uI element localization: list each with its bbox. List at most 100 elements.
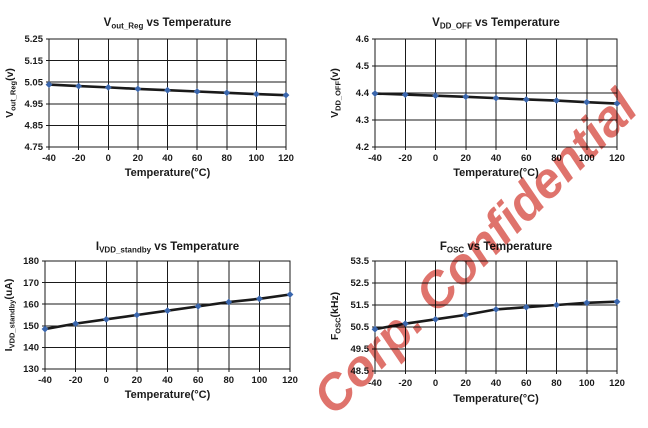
data-marker xyxy=(41,325,49,333)
grid-lines xyxy=(44,260,291,370)
y-tick-label: 5.05 xyxy=(25,77,44,88)
x-tick-label: -20 xyxy=(398,153,412,164)
vdd-off-chart: VDD_OFF vs Temperature 4.6 4.5 4.4 4.3 4.2-40… xyxy=(329,17,625,179)
x-tick-label: 100 xyxy=(579,378,595,389)
chart-cell-vout-reg: Vout_Reg vs Temperature 5.25 5.15 5.05 4.95 4… xyxy=(0,0,324,214)
x-tick-label: 80 xyxy=(221,153,232,164)
data-marker xyxy=(553,301,560,309)
y-tick-label: 4.95 xyxy=(25,99,44,110)
y-tick-label: 150 xyxy=(23,321,39,332)
x-tick-label: -40 xyxy=(42,153,56,164)
data-marker xyxy=(371,90,379,97)
fosc-chart: FOSC vs Temperature 53.5 52.5 51.5 50.5 49.5 4… xyxy=(329,241,625,405)
data-marker xyxy=(223,89,231,97)
y-tick-label: 53.5 xyxy=(351,256,370,267)
data-marker xyxy=(492,94,500,102)
data-marker xyxy=(194,302,202,310)
y-tick-label: 4.85 xyxy=(25,121,44,132)
data-marker xyxy=(282,91,290,99)
chart-title: IVDD_standby vs Temperature xyxy=(96,241,239,255)
data-marker xyxy=(45,81,53,88)
data-marker xyxy=(75,82,83,90)
x-tick-label: -40 xyxy=(38,375,52,386)
x-axis-label: Temperature(°C) xyxy=(453,167,539,179)
data-marker xyxy=(583,98,591,106)
data-marker xyxy=(522,96,530,103)
x-tick-label: 60 xyxy=(521,153,532,164)
x-tick-label: 20 xyxy=(460,153,471,164)
x-tick-label: 120 xyxy=(609,378,625,389)
x-tick-label: 40 xyxy=(162,375,173,386)
x-axis-label: Temperature(°C) xyxy=(125,389,211,401)
x-tick-label: 60 xyxy=(521,378,532,389)
data-marker xyxy=(255,295,263,303)
chart-cell-fosc: FOSC vs Temperature 53.5 52.5 51.5 50.5 49.5 4… xyxy=(324,214,648,428)
x-tick-label: -40 xyxy=(368,378,382,389)
x-tick-label: -20 xyxy=(398,378,412,389)
data-marker xyxy=(133,311,141,319)
y-tick-label: 140 xyxy=(23,343,39,354)
x-tick-label: 100 xyxy=(251,375,267,386)
chart-title: FOSC vs Temperature xyxy=(440,241,552,255)
x-tick-label: 0 xyxy=(433,153,438,164)
x-tick-label: -20 xyxy=(69,375,83,386)
x-tick-label: 60 xyxy=(192,153,203,164)
x-tick-label: 120 xyxy=(278,153,294,164)
y-tick-label: 49.5 xyxy=(351,344,370,355)
y-tick-label: 4.3 xyxy=(356,115,369,126)
grid-lines xyxy=(374,38,618,148)
data-marker xyxy=(102,315,110,323)
data-marker xyxy=(613,298,621,306)
y-tick-label: 4.4 xyxy=(356,88,370,99)
data-marker xyxy=(252,90,260,98)
data-marker xyxy=(401,91,409,99)
y-tick-label: 51.5 xyxy=(351,300,370,311)
axis-ticks xyxy=(42,260,291,372)
y-tick-label: 4.2 xyxy=(356,142,369,153)
data-marker xyxy=(286,291,294,298)
chart-title: Vout_Reg vs Temperature xyxy=(104,17,232,31)
grid-lines xyxy=(374,260,618,372)
data-marker xyxy=(432,315,439,323)
x-tick-label: -20 xyxy=(72,153,86,164)
x-tick-label: 80 xyxy=(551,153,562,164)
x-tick-label: 120 xyxy=(282,375,298,386)
data-marker xyxy=(553,97,560,104)
data-marker xyxy=(164,86,171,94)
vout-reg-chart: Vout_Reg vs Temperature 5.25 5.15 5.05 4.95 4… xyxy=(4,17,294,179)
data-marker xyxy=(134,85,142,93)
y-tick-label: 160 xyxy=(23,299,39,310)
data-marker xyxy=(193,88,201,95)
ivdd-standby-chart: IVDD_standby vs Temperature 180 170 160 150 1… xyxy=(3,241,298,401)
x-tick-label: 40 xyxy=(162,153,173,164)
y-tick-label: 50.5 xyxy=(351,322,370,333)
data-marker xyxy=(164,307,171,315)
x-tick-label: -40 xyxy=(368,153,382,164)
x-tick-label: 20 xyxy=(133,153,144,164)
x-tick-label: 60 xyxy=(193,375,204,386)
y-axis-label: VDD_OFF(v) xyxy=(329,68,343,118)
y-axis-label: IVDD_standby(uA) xyxy=(3,279,17,352)
axis-ticks xyxy=(372,38,618,150)
x-tick-label: 0 xyxy=(104,375,109,386)
y-tick-label: 5.25 xyxy=(25,34,44,45)
y-tick-label: 130 xyxy=(23,364,39,375)
axis-ticks xyxy=(46,38,287,150)
data-marker xyxy=(522,303,530,311)
x-tick-label: 0 xyxy=(433,378,438,389)
x-tick-label: 0 xyxy=(106,153,111,164)
y-tick-label: 4.75 xyxy=(25,142,44,153)
data-marker xyxy=(462,311,470,319)
y-axis-label: FOSC(kHz) xyxy=(329,292,343,340)
x-tick-label: 40 xyxy=(491,378,502,389)
chart-cell-vdd-off: VDD_OFF vs Temperature 4.6 4.5 4.4 4.3 4.2 -40… xyxy=(324,0,648,214)
data-marker xyxy=(492,306,500,313)
y-tick-label: 4.6 xyxy=(356,34,369,45)
chart-title: VDD_OFF vs Temperature xyxy=(432,17,560,31)
x-tick-label: 20 xyxy=(132,375,143,386)
x-axis-label: Temperature(°C) xyxy=(125,167,211,179)
data-marker xyxy=(583,299,591,307)
y-tick-label: 5.15 xyxy=(25,56,44,67)
y-axis-label: Vout_Reg(v) xyxy=(4,68,18,118)
